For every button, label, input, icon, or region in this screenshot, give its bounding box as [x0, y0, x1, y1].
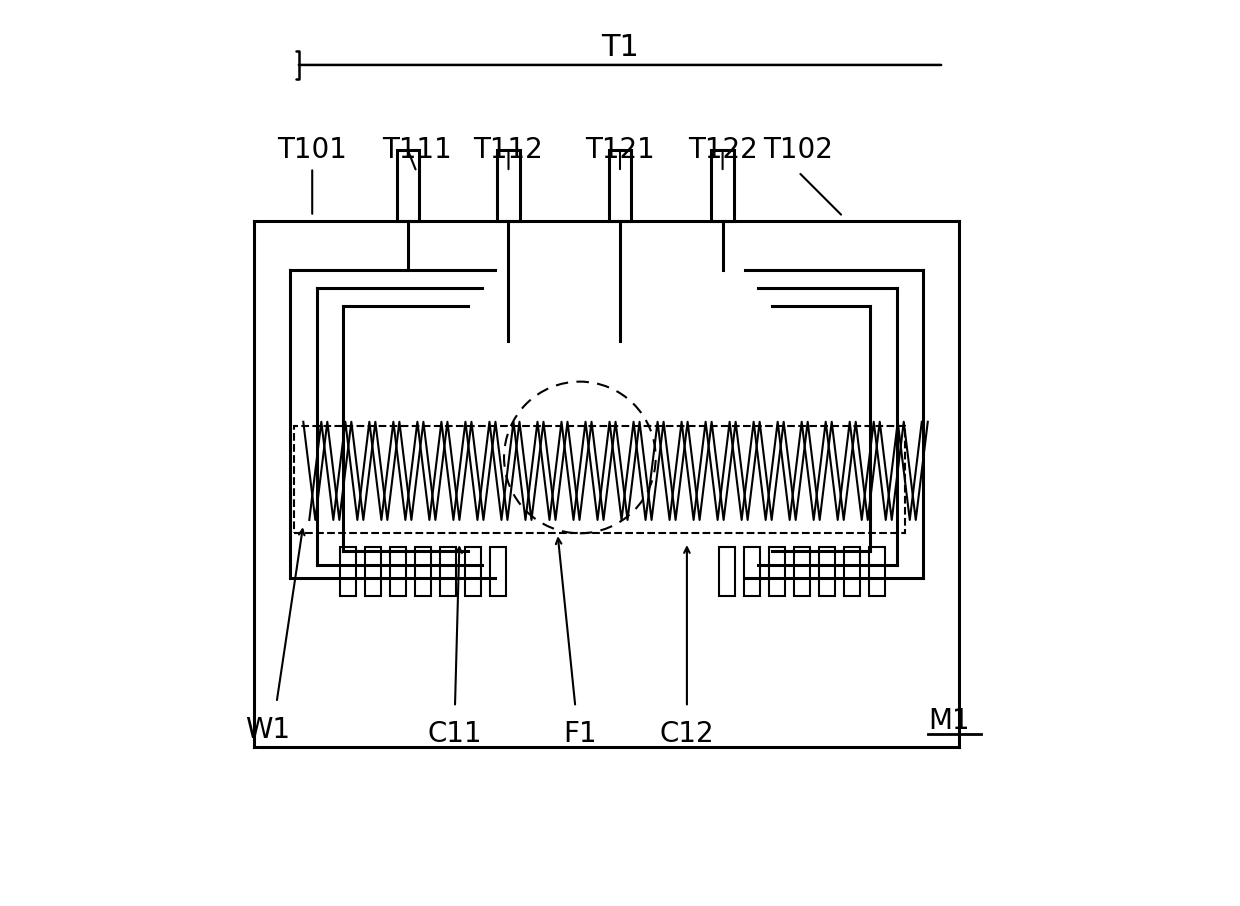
Bar [609, 149, 631, 221]
Text: C12: C12 [660, 720, 714, 748]
Text: T122: T122 [688, 136, 758, 164]
Bar [794, 546, 810, 596]
Bar [497, 149, 520, 221]
Bar [844, 546, 861, 596]
Bar [869, 546, 885, 596]
Bar [397, 149, 419, 221]
Bar [465, 546, 481, 596]
Text: T101: T101 [278, 136, 347, 164]
Text: T1: T1 [601, 33, 639, 62]
Text: M1: M1 [928, 707, 970, 735]
Bar [719, 546, 735, 596]
Text: F1: F1 [563, 720, 596, 748]
Bar [365, 546, 381, 596]
Bar [440, 546, 456, 596]
Bar [769, 546, 785, 596]
Bar [340, 546, 356, 596]
Bar [490, 546, 506, 596]
Bar [389, 546, 405, 596]
Bar [294, 426, 905, 534]
Text: T112: T112 [474, 136, 543, 164]
Bar [415, 546, 430, 596]
Text: T111: T111 [382, 136, 451, 164]
Text: T121: T121 [585, 136, 655, 164]
Bar [712, 149, 734, 221]
Text: T102: T102 [764, 136, 833, 164]
Text: C11: C11 [428, 720, 482, 748]
Bar [744, 546, 760, 596]
Text: W1: W1 [246, 716, 290, 744]
Bar [818, 546, 835, 596]
